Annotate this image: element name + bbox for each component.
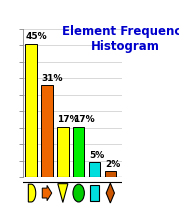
Polygon shape xyxy=(106,183,114,203)
Bar xyxy=(105,171,116,177)
Text: 45%: 45% xyxy=(26,32,47,41)
Polygon shape xyxy=(58,184,68,202)
Polygon shape xyxy=(28,184,36,202)
Text: 2%: 2% xyxy=(105,160,120,169)
Text: 17%: 17% xyxy=(73,115,95,124)
FancyArrow shape xyxy=(42,185,52,201)
Bar xyxy=(73,127,84,177)
Text: 5%: 5% xyxy=(89,151,104,160)
Bar xyxy=(25,44,37,177)
Text: 31%: 31% xyxy=(42,74,63,83)
Text: Element Frequency
Histogram: Element Frequency Histogram xyxy=(62,25,179,53)
Bar xyxy=(90,185,99,201)
Bar xyxy=(57,127,69,177)
Circle shape xyxy=(73,184,84,202)
Bar xyxy=(41,85,53,177)
Text: 17%: 17% xyxy=(57,115,79,124)
Bar xyxy=(89,162,100,177)
